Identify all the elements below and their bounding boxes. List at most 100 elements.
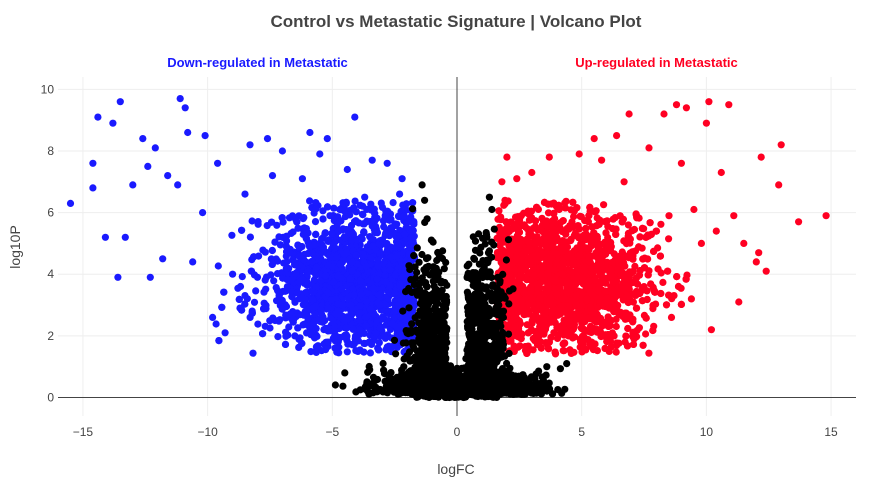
data-point — [629, 318, 637, 326]
data-point — [263, 135, 272, 143]
data-point — [640, 283, 648, 291]
data-point — [334, 227, 342, 236]
data-point — [566, 237, 575, 245]
data-point — [537, 344, 545, 352]
data-point — [638, 224, 647, 232]
data-point — [215, 337, 223, 345]
data-point — [712, 227, 720, 235]
data-point — [235, 295, 243, 303]
data-point — [623, 342, 632, 350]
data-point — [544, 269, 552, 277]
data-point — [600, 201, 608, 209]
data-point — [139, 135, 147, 143]
data-point — [290, 315, 298, 323]
data-point — [592, 318, 601, 326]
data-point — [511, 237, 520, 245]
data-point — [673, 273, 681, 281]
data-point — [601, 250, 610, 258]
data-point — [330, 204, 338, 212]
data-point — [619, 215, 627, 223]
data-point — [323, 203, 332, 211]
data-point — [324, 237, 332, 245]
data-point — [665, 235, 673, 243]
data-point — [279, 274, 287, 282]
data-point — [247, 267, 255, 275]
data-point — [503, 153, 511, 161]
data-point — [379, 313, 387, 321]
data-point — [268, 260, 276, 268]
data-point — [316, 150, 324, 158]
data-point — [645, 349, 653, 357]
data-point — [248, 309, 256, 317]
data-point — [551, 277, 559, 285]
data-point — [635, 243, 643, 251]
data-point — [559, 340, 567, 348]
data-point — [362, 322, 370, 330]
data-point — [380, 223, 388, 231]
data-point — [261, 248, 269, 256]
data-point — [383, 159, 391, 167]
data-point — [368, 222, 376, 230]
data-point — [665, 291, 673, 299]
data-point — [575, 150, 583, 158]
data-point — [577, 213, 585, 221]
data-point — [333, 220, 341, 228]
data-point — [151, 144, 159, 152]
data-point — [624, 298, 632, 307]
data-point — [356, 302, 364, 310]
data-point — [109, 119, 117, 127]
data-point — [299, 301, 307, 309]
data-point — [294, 324, 302, 332]
data-point — [590, 135, 598, 143]
data-point — [393, 252, 401, 260]
data-point — [539, 221, 547, 230]
data-point — [350, 291, 358, 299]
data-point — [557, 302, 566, 310]
data-point — [582, 224, 590, 233]
data-point — [544, 285, 552, 293]
data-point — [580, 344, 588, 352]
data-point — [762, 267, 770, 275]
data-point — [391, 289, 399, 297]
data-point — [609, 278, 617, 286]
data-point — [621, 315, 629, 323]
data-point — [221, 329, 229, 337]
data-point — [375, 339, 383, 347]
data-point — [609, 289, 617, 297]
data-point — [324, 324, 332, 332]
data-point — [613, 339, 621, 347]
data-point — [612, 322, 620, 331]
data-point — [360, 220, 368, 228]
data-point — [586, 207, 594, 215]
data-point — [545, 153, 553, 161]
data-point — [304, 268, 312, 276]
data-point — [527, 258, 535, 266]
data-point — [275, 292, 283, 300]
data-point — [229, 270, 237, 278]
data-point — [647, 280, 655, 288]
data-point — [356, 326, 364, 334]
data-point — [657, 220, 665, 228]
data-point — [622, 332, 630, 340]
data-point — [603, 240, 612, 248]
data-point — [298, 175, 306, 183]
data-point — [324, 261, 332, 270]
data-point — [295, 252, 304, 260]
data-point — [268, 172, 277, 180]
data-point — [399, 273, 407, 281]
data-point — [344, 340, 352, 348]
data-point — [312, 263, 321, 272]
data-point — [556, 325, 565, 333]
data-point — [405, 304, 413, 312]
data-point — [383, 240, 391, 248]
data-point — [246, 141, 254, 149]
data-point — [558, 270, 566, 278]
data-point — [351, 218, 359, 226]
data-point — [652, 227, 661, 235]
data-point — [311, 310, 319, 318]
data-point — [254, 320, 262, 328]
data-point — [129, 181, 137, 189]
data-point — [540, 198, 549, 206]
data-point — [559, 259, 567, 267]
data-point — [577, 324, 586, 332]
